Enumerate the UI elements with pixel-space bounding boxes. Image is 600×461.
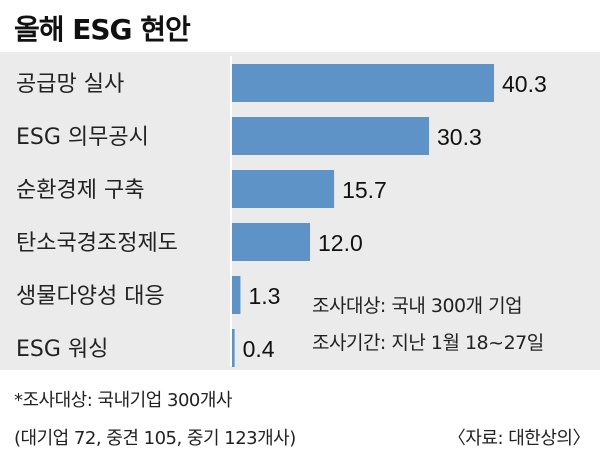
value-label: 12.0: [318, 230, 363, 256]
bar: [232, 329, 235, 367]
bar: [232, 276, 241, 314]
bar: [232, 223, 311, 261]
bar: [232, 170, 335, 208]
value-label: 30.3: [437, 124, 482, 150]
category-label: 탄소국경조정제도: [16, 231, 178, 256]
footnote-sample: *조사대상: 국내기업 300개사: [14, 390, 232, 411]
source-credit: 〈자료: 대한상의〉: [447, 428, 591, 449]
chart-panel: [0, 52, 600, 370]
survey-period-note: 조사기간: 지난 1월 18~27일: [312, 332, 544, 354]
value-label: 1.3: [248, 283, 280, 309]
value-label: 15.7: [342, 177, 387, 203]
bar-chart: 공급망 실사 40.3 ESG 의무공시 30.3 순환경제 구축 15.7 탄소국경조정제…: [16, 56, 547, 367]
category-label: ESG 워싱: [16, 337, 108, 362]
value-label: 0.4: [243, 336, 275, 362]
category-label: ESG 의무공시: [16, 125, 149, 150]
category-label: 생물다양성 대응: [16, 284, 165, 309]
category-label: 순환경제 구축: [16, 178, 144, 203]
category-label: 공급망 실사: [16, 72, 124, 97]
footnote-breakdown: (대기업 72, 중견 105, 중기 123개사): [14, 428, 296, 449]
bar: [232, 64, 494, 102]
chart-title: 올해 ESG 현안: [14, 13, 191, 46]
bar: [232, 117, 429, 155]
value-label: 40.3: [502, 71, 547, 97]
survey-target-note: 조사대상: 국내 300개 기업: [312, 295, 523, 317]
